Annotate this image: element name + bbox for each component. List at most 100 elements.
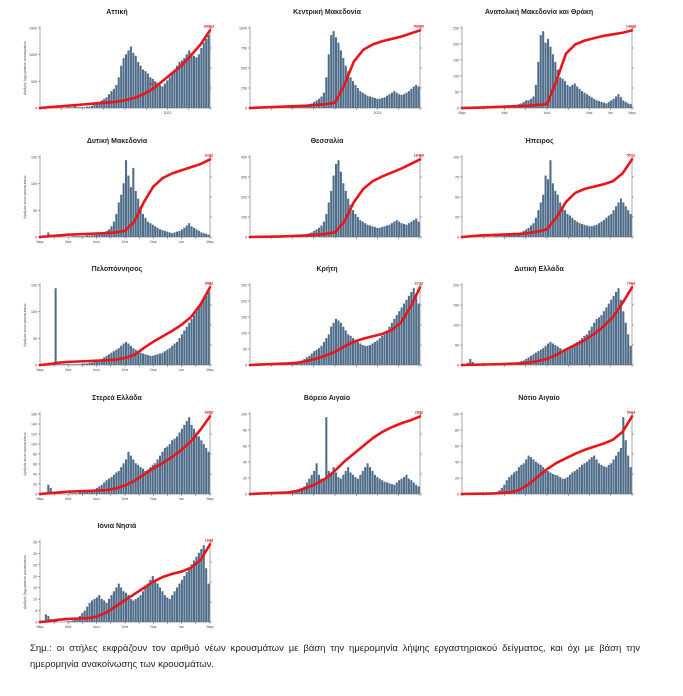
- bar: [301, 487, 304, 494]
- bar: [161, 591, 164, 622]
- bar: [98, 360, 101, 365]
- bar: [142, 69, 145, 108]
- bar: [178, 583, 181, 622]
- bar: [112, 351, 115, 365]
- bar: [91, 235, 94, 237]
- cumulative-line: [38, 415, 212, 496]
- x-tick-label: Μαρ: [206, 497, 213, 501]
- bar: [393, 484, 396, 494]
- total-label: 9582: [205, 281, 213, 285]
- bar: [180, 428, 183, 494]
- bar: [161, 86, 164, 108]
- bar: [132, 459, 135, 494]
- bar: [544, 345, 547, 365]
- bar: [151, 224, 154, 237]
- bar: [376, 477, 379, 494]
- bar: [207, 35, 210, 108]
- bar: [202, 545, 205, 622]
- bar: [542, 31, 545, 109]
- bar: [398, 221, 401, 237]
- bar: [342, 58, 345, 108]
- bar: [337, 320, 340, 365]
- chart-svg: 0 50 100 150 200 250 Μαρ Μάι Ιουλ Νοε Ιαν Μαρ 14638: [453, 24, 636, 115]
- y-tick-label: 0: [35, 236, 37, 240]
- bar: [100, 358, 103, 365]
- bar: [598, 463, 601, 494]
- y-axis-label: Αριθμός νέων κρουσμάτων: [23, 175, 27, 218]
- bar: [200, 549, 203, 622]
- bar: [171, 233, 174, 237]
- bar: [134, 55, 137, 108]
- bar: [195, 432, 198, 494]
- y-tick-label: 0: [35, 621, 37, 625]
- bar: [564, 349, 567, 365]
- chart-title: Ιόνια Νησιά: [97, 523, 137, 530]
- y-tick-label: 100: [453, 156, 459, 160]
- chart-panel: Δυτική Μακεδονία 0 50 100 150 Αριθμός νέων κρ…: [12, 137, 217, 249]
- bar: [564, 478, 567, 494]
- bar: [173, 69, 176, 108]
- bar: [537, 61, 540, 108]
- bar: [573, 343, 576, 365]
- bar: [322, 480, 325, 494]
- bar: [627, 334, 630, 365]
- bar: [559, 202, 562, 237]
- bar: [398, 94, 401, 108]
- bar: [371, 97, 374, 108]
- bar: [69, 621, 72, 622]
- bar: [188, 322, 191, 365]
- bar: [149, 467, 152, 494]
- bar: [327, 202, 330, 237]
- bar: [185, 326, 188, 365]
- bar: [327, 54, 330, 108]
- bar: [315, 229, 318, 237]
- bar: [405, 474, 408, 494]
- bar: [151, 575, 154, 622]
- bar: [93, 234, 96, 237]
- bar: [129, 187, 132, 237]
- cumulative-line: [248, 415, 422, 496]
- bar: [168, 598, 171, 622]
- bar: [510, 474, 513, 494]
- chart-svg: 0 500 1000 1500 Αριθμός ξεχωριστών κρουσμάτω…: [23, 24, 214, 115]
- bar: [376, 340, 379, 365]
- y-tick-label: 0: [245, 236, 247, 240]
- bar: [132, 600, 135, 622]
- y-tick-label: 80: [243, 429, 247, 433]
- bar: [571, 472, 574, 494]
- bar: [359, 474, 362, 494]
- total-label: 58000: [414, 24, 425, 28]
- bar: [590, 326, 593, 365]
- chart-title: Ανατολική Μακεδονία και Θράκη: [484, 9, 594, 16]
- bar: [193, 560, 196, 622]
- cumulative-line: [38, 543, 212, 624]
- y-tick-label: 0: [457, 364, 459, 368]
- bar: [74, 364, 77, 365]
- bar: [568, 86, 571, 108]
- y-tick-label: 1000: [29, 53, 37, 57]
- bar: [139, 467, 142, 494]
- bar: [178, 230, 181, 237]
- bar: [508, 477, 511, 494]
- bar: [159, 353, 162, 365]
- bar: [366, 224, 369, 237]
- bar: [412, 482, 415, 494]
- bar: [120, 194, 123, 237]
- bar: [566, 213, 569, 237]
- bar: [378, 478, 381, 494]
- bar: [188, 223, 191, 237]
- bar: [400, 223, 403, 237]
- bar: [539, 464, 542, 494]
- bar: [369, 225, 372, 237]
- bar: [593, 322, 596, 365]
- bar: [318, 227, 321, 237]
- chart-panel: Πελοπόννησος 0 50 100 150 Αριθμός νέων κρουσμ…: [12, 265, 217, 377]
- x-tick-label: 2021: [374, 111, 382, 115]
- bar: [81, 363, 84, 365]
- chart-panel: Ήπειρος 0 25 50 75 100 5572: [434, 137, 639, 249]
- bar: [95, 103, 98, 108]
- x-tick-label: Ιαν: [179, 368, 184, 372]
- bar: [576, 221, 579, 237]
- bar: [573, 220, 576, 237]
- bar: [103, 600, 106, 622]
